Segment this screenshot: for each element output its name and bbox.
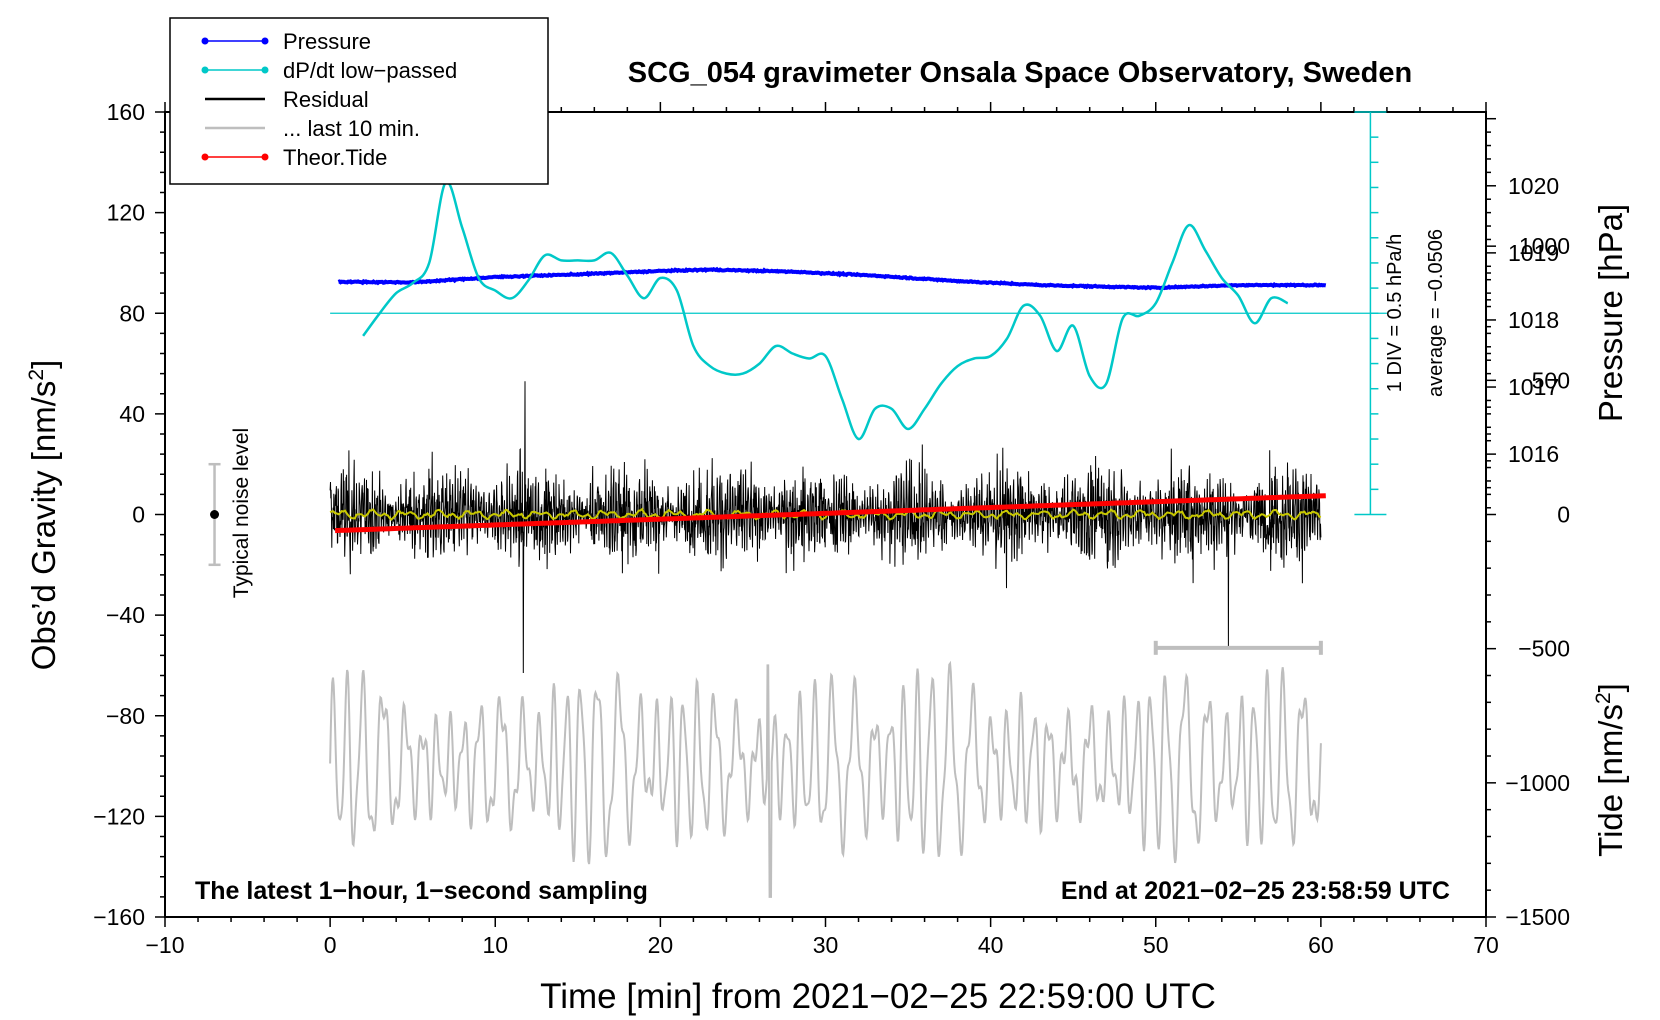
legend-entries: Pressure dP/dt low−passed Residual ... last… xyxy=(201,29,457,170)
dpdt-scale-label: 1 DIV = 0.5 hPa/h xyxy=(1384,234,1406,392)
pressure-series-line xyxy=(337,266,1327,291)
annotation-end-time: End at 2021−02−25 23:58:59 UTC xyxy=(1061,877,1450,905)
dpdt-scale-bar xyxy=(1354,111,1387,516)
pressure-tick-label: 1017 xyxy=(1508,374,1559,400)
chart-title: SCG_054 gravimeter Onsala Space Observat… xyxy=(628,57,1412,89)
x-tick-label: 70 xyxy=(1473,932,1499,958)
y-axis-title-pressure: Pressure [hPa] xyxy=(1592,204,1629,422)
legend-marker xyxy=(201,37,209,45)
y-tick-label: 80 xyxy=(119,300,145,326)
pressure-tick-label: 1019 xyxy=(1508,240,1559,266)
residual-series-line xyxy=(329,381,1322,674)
pressure-tick-label: 1020 xyxy=(1508,173,1559,199)
legend-marker xyxy=(201,153,209,161)
residual-lowpass-series-line xyxy=(329,507,1322,521)
y-tick-label: −120 xyxy=(93,803,145,829)
legend-label: ... last 10 min. xyxy=(283,116,420,141)
legend-label: Theor.Tide xyxy=(283,145,387,170)
y-tick-label: −40 xyxy=(106,602,145,628)
y-axis-title-gravity-sup: 2 xyxy=(25,369,48,381)
axis-ticks xyxy=(155,102,1496,927)
legend-label: dP/dt low−passed xyxy=(283,58,457,83)
y-tick-label: 40 xyxy=(119,401,145,427)
x-tick-label: 30 xyxy=(813,932,839,958)
legend-marker xyxy=(261,66,269,74)
y-axis-title-gravity: Obs’d Gravity [nm/s2] xyxy=(25,360,62,671)
legend-label: Pressure xyxy=(283,29,371,54)
tide-tick-label: −500 xyxy=(1518,636,1570,662)
x-tick-label: 60 xyxy=(1308,932,1334,958)
y-tick-label: −160 xyxy=(93,904,145,930)
legend-marker xyxy=(261,153,269,161)
y-axis-title-gravity-main: Obs’d Gravity [nm/s xyxy=(25,381,62,671)
pressure-tick-label: 1016 xyxy=(1508,441,1559,467)
y-tick-label: 120 xyxy=(107,200,145,226)
x-axis-title: Time [min] from 2021−02−25 22:59:00 UTC xyxy=(540,977,1216,1016)
noise-level-label: Typical noise level xyxy=(230,428,253,598)
legend: Pressure dP/dt low−passed Residual ... last… xyxy=(169,17,549,185)
x-tick-label: 20 xyxy=(648,932,674,958)
dpdt-series-line xyxy=(362,180,1289,441)
x-tick-label: 0 xyxy=(324,932,337,958)
tide-tick-label: −1000 xyxy=(1505,770,1570,796)
y-tick-label: 160 xyxy=(107,99,145,125)
y-axis-title-tide-sup: 2 xyxy=(1592,692,1615,704)
tide-tick-label: −1500 xyxy=(1505,904,1570,930)
theoretical-tide-series-line xyxy=(334,493,1326,534)
x-tick-label: 10 xyxy=(482,932,508,958)
tide-tick-label: 0 xyxy=(1557,502,1570,528)
annotation-sampling: The latest 1−hour, 1−second sampling xyxy=(195,877,648,905)
dpdt-average-label: average = −0.0506 xyxy=(1425,229,1447,397)
pressure-tick-label: 1018 xyxy=(1508,307,1559,333)
axis-tick-labels: −10 0 10 20 30 40 50 60 70−160−120−80−4004080120… xyxy=(93,99,1570,958)
y-tick-label: −80 xyxy=(106,703,145,729)
tide-tick-label: 500 xyxy=(1532,367,1570,393)
x-tick-label: 50 xyxy=(1143,932,1169,958)
legend-marker xyxy=(201,66,209,74)
y-tick-label: 0 xyxy=(132,502,145,528)
legend-label: Residual xyxy=(283,87,369,112)
y-axis-title-tide: Tide [nm/s2] xyxy=(1592,683,1629,857)
y-axis-title-tide-main: Tide [nm/s xyxy=(1592,704,1629,857)
data-series xyxy=(208,180,1387,898)
legend-marker xyxy=(261,37,269,45)
last-10-min-series-line xyxy=(329,660,1322,898)
x-tick-label: 40 xyxy=(978,932,1004,958)
x-tick-label: −10 xyxy=(145,932,184,958)
noise-bar-center-dot xyxy=(210,510,220,519)
y-axis-title-gravity-tail: ] xyxy=(25,360,62,369)
tide-tick-label: 1000 xyxy=(1519,233,1570,259)
y-axis-title-tide-tail: ] xyxy=(1592,683,1629,692)
